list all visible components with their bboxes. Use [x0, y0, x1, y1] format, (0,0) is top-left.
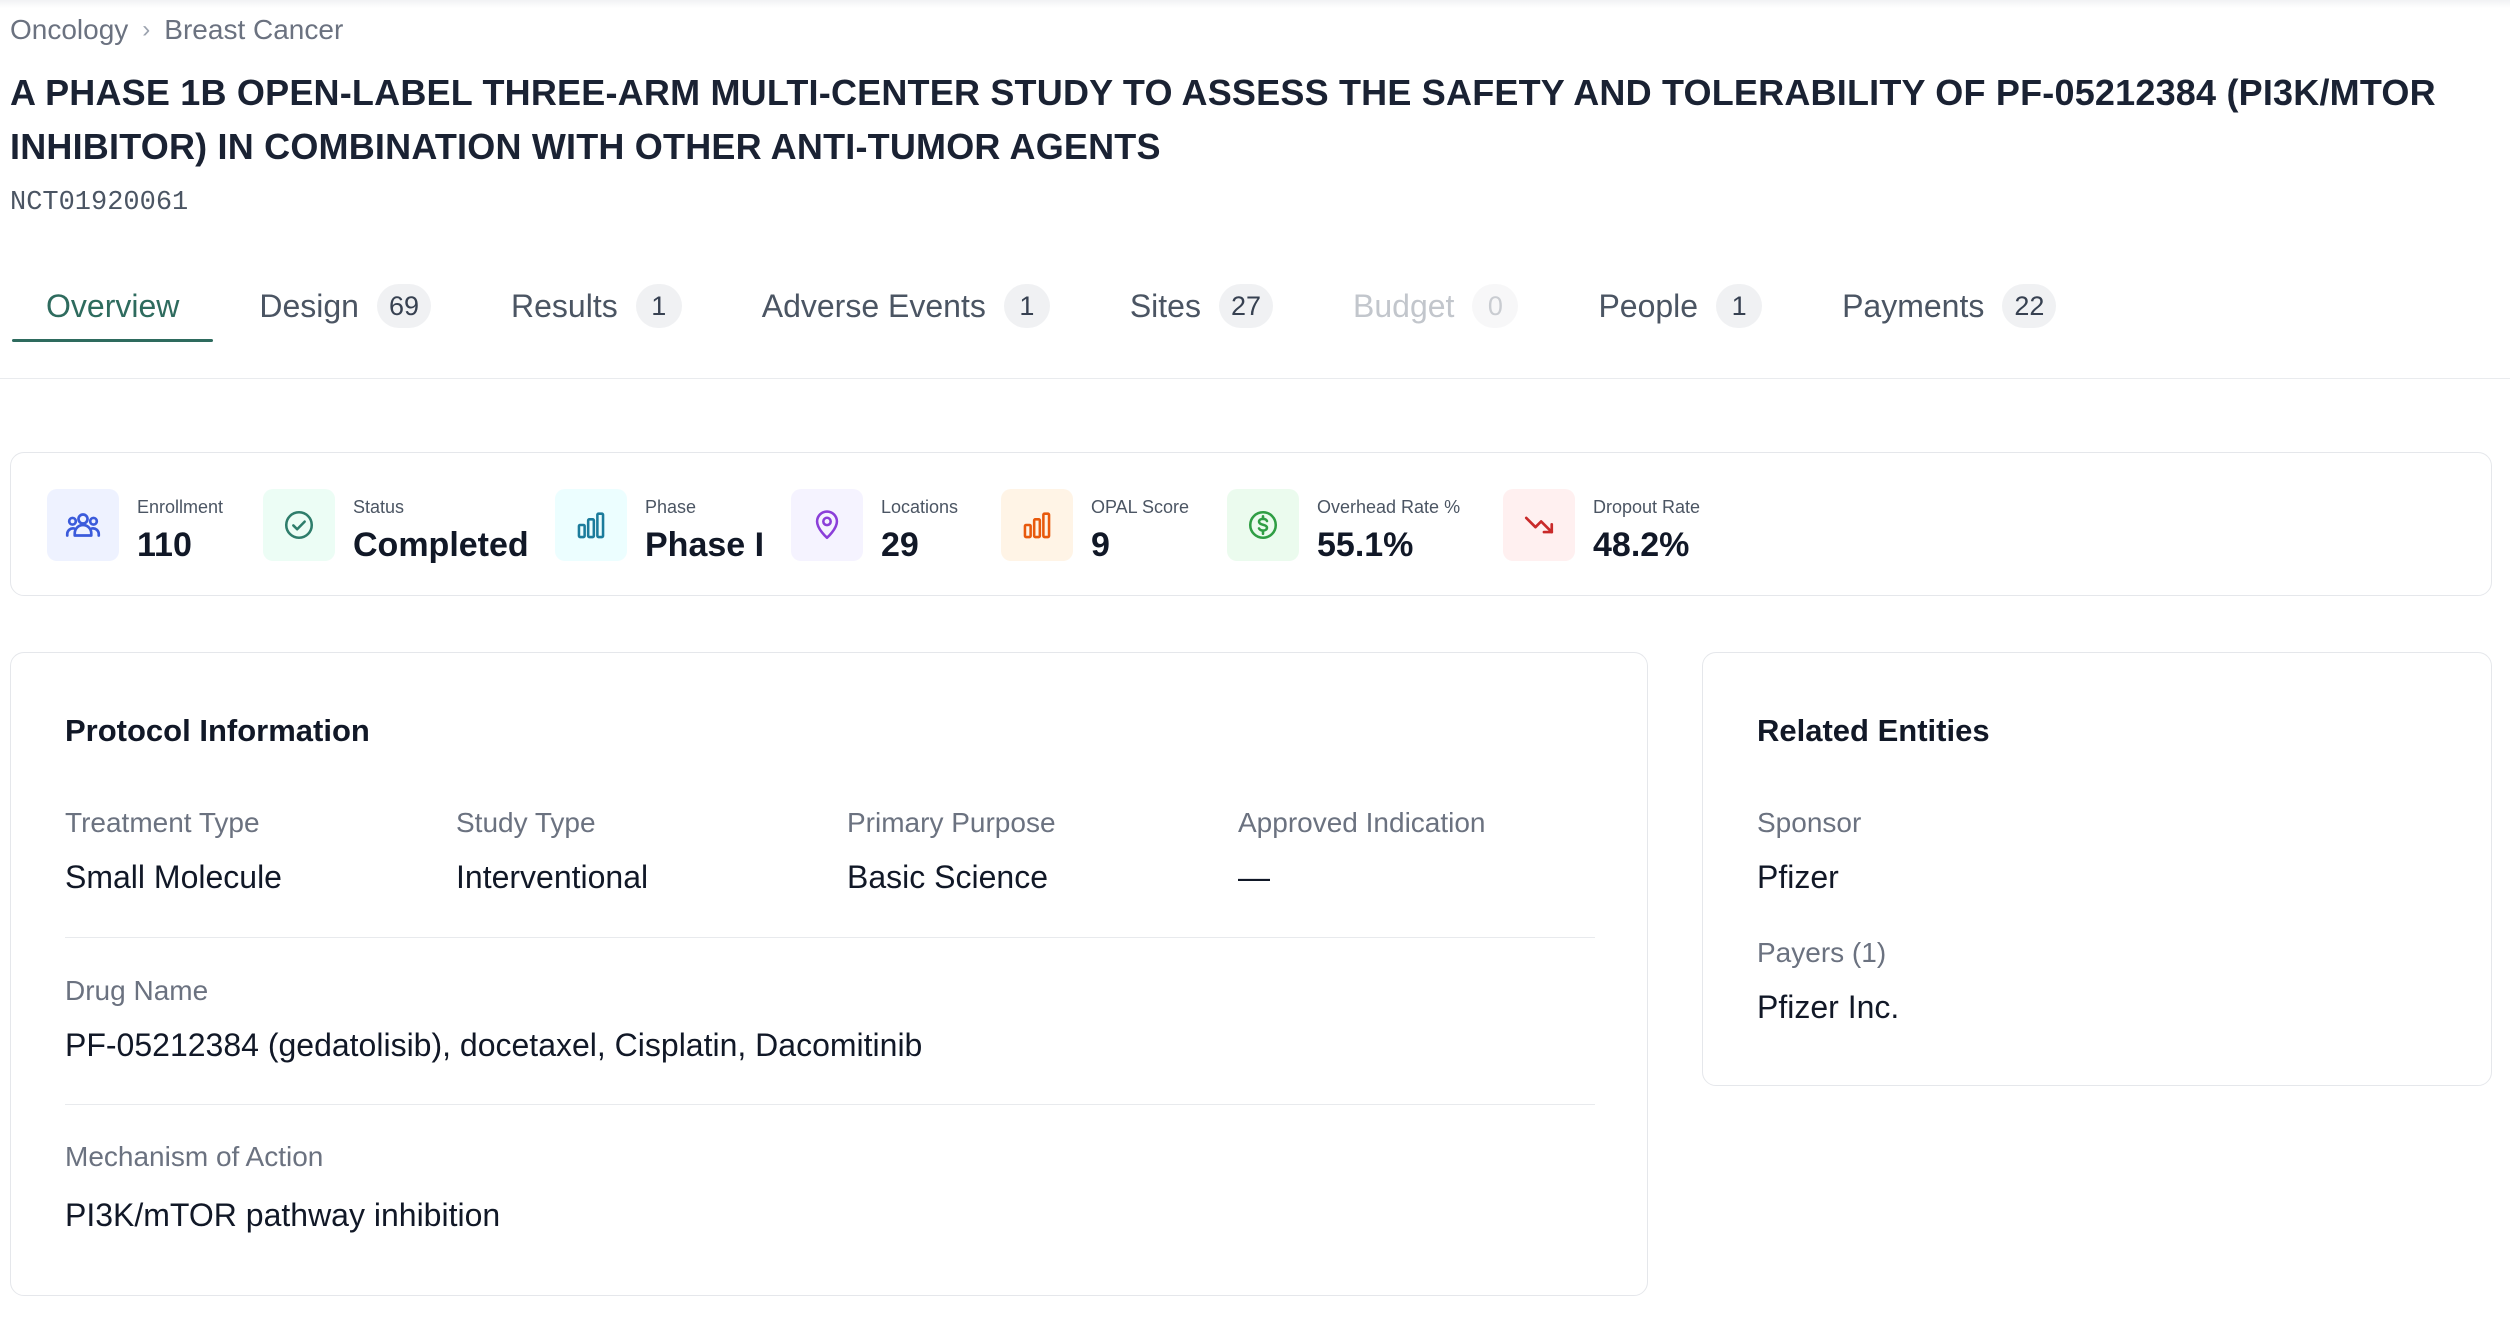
tab-design[interactable]: Design 69: [225, 270, 465, 342]
tab-people[interactable]: People 1: [1564, 270, 1796, 342]
count-badge: 69: [376, 284, 432, 328]
tab-budget: Budget 0: [1319, 270, 1552, 342]
approved-indication-value: —: [1238, 859, 1270, 895]
stat-label: Overhead Rate %: [1317, 497, 1461, 517]
breadcrumb-oncology[interactable]: Oncology: [10, 14, 129, 45]
stat-status: Status Completed: [263, 489, 529, 565]
study-type-value: Interventional: [456, 859, 649, 895]
protocol-card: Protocol Information Treatment Type Smal…: [10, 652, 1648, 1296]
stat-phase: Phase Phase I: [555, 489, 764, 565]
chevron-right-icon: ›: [142, 16, 151, 43]
stat-opal-score: OPAL Score 9: [1001, 489, 1189, 565]
count-badge: 0: [1472, 284, 1519, 328]
divider: [65, 937, 1595, 938]
mechanism-value: PI3K/mTOR pathway inhibition: [65, 1197, 501, 1233]
stat-value: 48.2%: [1593, 526, 1690, 564]
stat-label: OPAL Score: [1091, 497, 1190, 517]
tab-label: People: [1598, 287, 1699, 324]
divider: [65, 1104, 1595, 1105]
stat-dropout-rate: Dropout Rate 48.2%: [1503, 489, 1700, 565]
treatment-type-value: Small Molecule: [65, 859, 282, 895]
breadcrumb-breast-cancer[interactable]: Breast Cancer: [164, 14, 344, 45]
tab-results[interactable]: Results 1: [477, 270, 716, 342]
bar-chart-icon: [1001, 489, 1073, 561]
count-badge: 1: [1003, 284, 1050, 328]
count-badge: 1: [1716, 284, 1763, 328]
stat-label: Enrollment: [137, 497, 224, 517]
payer-link[interactable]: Pfizer Inc.: [1757, 989, 1900, 1025]
stat-value: 9: [1091, 526, 1110, 564]
tab-payments[interactable]: Payments 22: [1808, 270, 2090, 342]
stat-value: 29: [881, 526, 919, 564]
tab-label: Results: [511, 287, 618, 324]
tab-sites[interactable]: Sites 27: [1096, 270, 1307, 342]
trending-down-icon: [1503, 489, 1575, 561]
count-badge: 22: [2002, 284, 2057, 328]
stat-label: Phase: [645, 497, 697, 517]
stat-label: Dropout Rate: [1593, 497, 1701, 517]
stat-enrollment: Enrollment 110: [47, 489, 223, 565]
breadcrumb: Oncology › Breast Cancer: [10, 14, 343, 46]
drug-name-value: PF-05212384 (gedatolisib), docetaxel, Ci…: [65, 1027, 923, 1063]
drug-name-label: Drug Name: [65, 975, 209, 1006]
stat-locations: Locations 29: [791, 489, 958, 565]
tab-label: Payments: [1842, 287, 1985, 324]
count-badge: 27: [1218, 284, 1274, 328]
stat-value: 110: [137, 526, 192, 564]
sponsor-link[interactable]: Pfizer: [1757, 859, 1839, 895]
primary-purpose-value: Basic Science: [847, 859, 1048, 895]
stats-bar: Enrollment 110 Status Completed Phase Ph…: [10, 452, 2492, 596]
map-pin-icon: [791, 489, 863, 561]
primary-purpose-label: Primary Purpose: [847, 807, 1056, 838]
bar-chart-icon: [555, 489, 627, 561]
nct-id: NCT01920061: [10, 188, 189, 218]
payers-label: Payers (1): [1757, 937, 1887, 968]
stat-value: Completed: [353, 526, 529, 564]
stat-label: Locations: [881, 497, 959, 517]
tab-label: Adverse Events: [761, 287, 986, 324]
approved-indication-label: Approved Indication: [1238, 807, 1486, 838]
tab-adverse-events[interactable]: Adverse Events 1: [728, 270, 1084, 342]
study-type-label: Study Type: [456, 807, 596, 838]
tab-label: Design: [259, 287, 359, 324]
tab-label: Budget: [1353, 287, 1455, 324]
sponsor-label: Sponsor: [1757, 807, 1862, 838]
dollar-circle-icon: [1227, 489, 1299, 561]
related-entities-card: Related Entities Sponsor Pfizer Payers (…: [1702, 652, 2492, 1086]
treatment-type-label: Treatment Type: [65, 807, 260, 838]
users-icon: [47, 489, 119, 561]
stat-overhead-rate: Overhead Rate % 55.1%: [1227, 489, 1460, 565]
stat-label: Status: [353, 497, 405, 517]
tab-label: Overview: [46, 287, 180, 324]
count-badge: 1: [635, 284, 682, 328]
tab-bar: Overview Design 69 Results 1 Adverse Eve…: [12, 270, 2102, 342]
tab-overview[interactable]: Overview: [12, 270, 214, 342]
tab-label: Sites: [1129, 287, 1201, 324]
stat-value: Phase I: [645, 526, 765, 564]
stat-value: 55.1%: [1317, 526, 1414, 564]
tab-divider: [0, 378, 2510, 379]
card-title: Protocol Information: [65, 713, 370, 748]
check-circle-icon: [263, 489, 335, 561]
page-title: A PHASE 1B OPEN-LABEL THREE-ARM MULTI-CE…: [10, 72, 2436, 167]
card-title: Related Entities: [1757, 713, 1990, 748]
mechanism-label: Mechanism of Action: [65, 1141, 324, 1172]
